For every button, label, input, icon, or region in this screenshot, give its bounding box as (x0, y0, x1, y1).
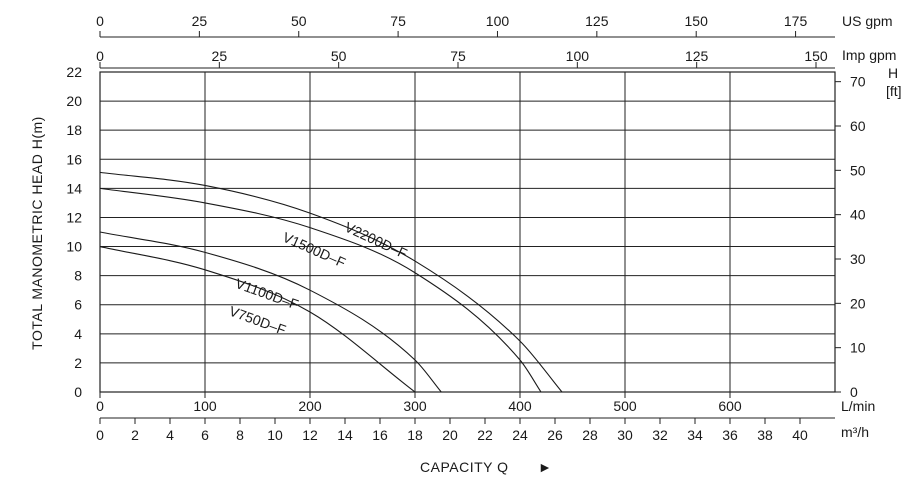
y-tick-label: 10 (66, 239, 82, 255)
series-label: V1500D–F (280, 229, 348, 271)
ft-tick-label: 10 (850, 340, 866, 356)
m3h-tick-label: 38 (757, 427, 773, 443)
us-gpm-tick-label: 0 (96, 13, 104, 29)
y-tick-label: 14 (66, 180, 82, 196)
imp-gpm-tick-label: 75 (450, 48, 466, 64)
us-gpm-tick-label: 50 (291, 13, 307, 29)
imp-gpm-tick-label: 25 (212, 48, 228, 64)
ft-tick-label: 50 (850, 162, 866, 178)
imp-gpm-tick-label: 0 (96, 48, 104, 64)
grid-lines (99, 71, 836, 393)
imp-gpm-tick-label: 125 (685, 48, 709, 64)
us-gpm-tick-label: 125 (585, 13, 609, 29)
m3h-tick-label: 4 (166, 427, 174, 443)
m3h-tick-label: 8 (236, 427, 244, 443)
imp-gpm-unit-label: Imp gpm (842, 47, 896, 63)
us-gpm-tick-label: 25 (192, 13, 208, 29)
ft-tick-label: 60 (850, 118, 866, 134)
y-tick-label: 2 (74, 355, 82, 371)
series-curve (99, 231, 442, 393)
us-gpm-tick-label: 150 (685, 13, 709, 29)
m3h-unit-label: m³/h (841, 424, 869, 440)
m3h-tick-label: 24 (512, 427, 528, 443)
m3h-tick-label: 32 (652, 427, 668, 443)
series-curve (99, 171, 563, 393)
ft-tick-label: 20 (850, 295, 866, 311)
m3h-tick-label: 30 (617, 427, 633, 443)
series-curve (99, 246, 416, 393)
ft-tick-label: 70 (850, 74, 866, 90)
y-tick-label: 18 (66, 122, 82, 138)
series-curve (99, 187, 542, 393)
m3h-tick-label: 16 (372, 427, 388, 443)
m3h-tick-label: 0 (96, 427, 104, 443)
ft-tick-label: 40 (850, 207, 866, 223)
y-tick-label: 16 (66, 151, 82, 167)
y-tick-label: 20 (66, 93, 82, 109)
y-tick-label: 0 (74, 384, 82, 400)
m3h-tick-label: 14 (337, 427, 353, 443)
lmin-tick-label: 500 (613, 398, 637, 414)
m3h-tick-label: 10 (267, 427, 283, 443)
x-axis-arrow: ► (538, 459, 552, 475)
m3h-tick-label: 18 (407, 427, 423, 443)
us-gpm-unit-label: US gpm (842, 13, 893, 29)
lmin-tick-label: 200 (298, 398, 322, 414)
us-gpm-tick-label: 75 (390, 13, 406, 29)
y-tick-label: 22 (66, 64, 82, 80)
m3h-tick-label: 40 (792, 427, 808, 443)
imp-gpm-tick-label: 50 (331, 48, 347, 64)
y-tick-label: 8 (74, 268, 82, 284)
ft-axis-label-unit: [ft] (886, 83, 902, 99)
series-label: V750D–F (227, 303, 288, 338)
lmin-unit-label: L/min (841, 398, 875, 414)
y-tick-label: 6 (74, 297, 82, 313)
m3h-tick-label: 20 (442, 427, 458, 443)
m3h-tick-label: 26 (547, 427, 563, 443)
y-axis-title: TOTAL MANOMETRIC HEAD H(m) (29, 116, 45, 350)
series-label: V2200D–F (342, 219, 409, 262)
m3h-tick-label: 22 (477, 427, 493, 443)
m3h-tick-label: 2 (131, 427, 139, 443)
y-tick-label: 4 (74, 326, 82, 342)
lmin-tick-label: 400 (508, 398, 532, 414)
series-curves (99, 171, 563, 393)
us-gpm-tick-label: 175 (784, 13, 808, 29)
imp-gpm-tick-label: 100 (566, 48, 590, 64)
m3h-tick-label: 12 (302, 427, 318, 443)
ft-tick-label: 30 (850, 251, 866, 267)
lmin-tick-label: 600 (718, 398, 742, 414)
m3h-tick-label: 6 (201, 427, 209, 443)
lmin-tick-label: 300 (403, 398, 427, 414)
y-tick-label: 12 (66, 209, 82, 225)
x-axis-title: CAPACITY Q (420, 459, 509, 475)
m3h-tick-label: 36 (722, 427, 738, 443)
lmin-tick-label: 100 (193, 398, 217, 414)
ft-tick-label: 0 (850, 384, 858, 400)
ft-axis-label-h: H (888, 65, 898, 81)
us-gpm-tick-label: 100 (486, 13, 510, 29)
imp-gpm-tick-label: 150 (804, 48, 828, 64)
m3h-tick-label: 34 (687, 427, 703, 443)
lmin-tick-label: 0 (96, 398, 104, 414)
m3h-tick-label: 28 (582, 427, 598, 443)
plot-frame (99, 71, 836, 393)
